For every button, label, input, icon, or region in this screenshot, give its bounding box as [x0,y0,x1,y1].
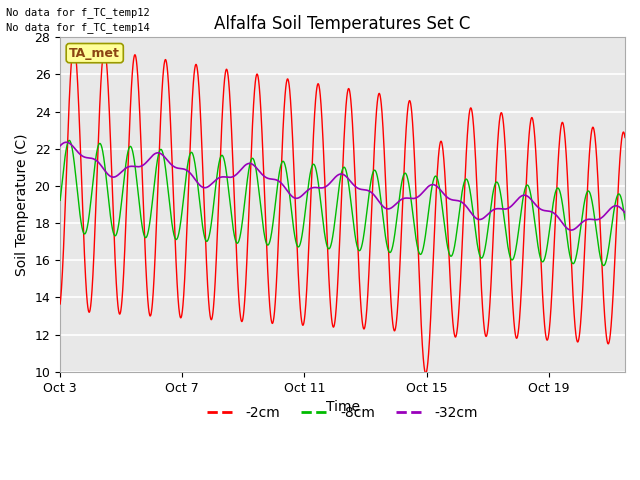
Text: No data for f_TC_temp12: No data for f_TC_temp12 [6,7,150,18]
Legend: -2cm, -8cm, -32cm: -2cm, -8cm, -32cm [202,400,484,425]
Text: No data for f_TC_temp14: No data for f_TC_temp14 [6,22,150,33]
Text: TA_met: TA_met [69,47,120,60]
X-axis label: Time: Time [326,400,360,414]
Y-axis label: Soil Temperature (C): Soil Temperature (C) [15,133,29,276]
Title: Alfalfa Soil Temperatures Set C: Alfalfa Soil Temperatures Set C [214,15,471,33]
